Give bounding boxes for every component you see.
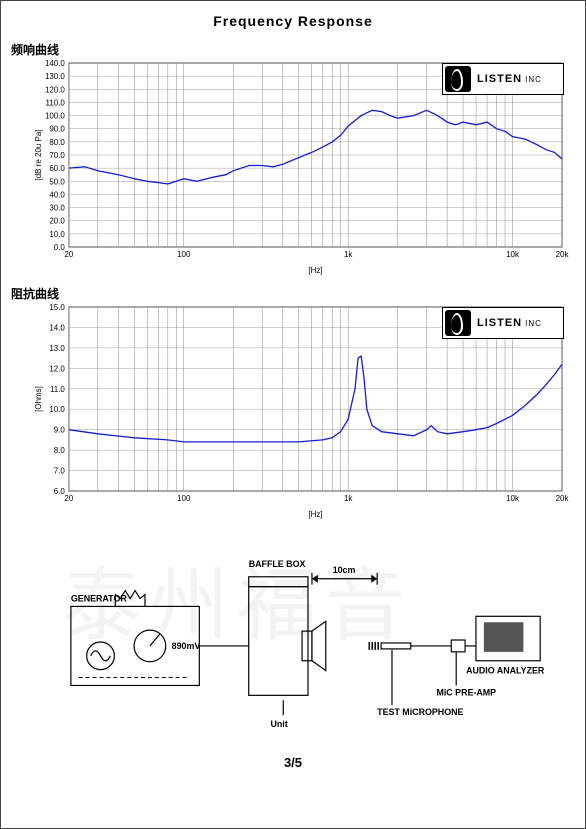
svg-text:[Hz]: [Hz] — [308, 266, 322, 275]
svg-text:Unit: Unit — [270, 719, 287, 729]
listen-logo-2: LISTEN INC — [442, 307, 564, 339]
svg-text:20.0: 20.0 — [49, 217, 65, 226]
svg-text:[dB re 20u Pa]: [dB re 20u Pa] — [34, 129, 43, 180]
chart1: 20 100 1k 10k 20k 0.0 10.0 20.0 30.0 40.0 50.0 60.0… — [31, 57, 570, 277]
svg-text:15.0: 15.0 — [49, 303, 65, 312]
svg-text:10k: 10k — [506, 494, 519, 503]
svg-text:BAFFLE BOX: BAFFLE BOX — [249, 559, 306, 569]
svg-text:120.0: 120.0 — [45, 85, 65, 94]
page-number: 3/5 — [1, 755, 585, 770]
svg-text:890mV: 890mV — [172, 641, 201, 651]
page: Frequency Response 泰州福音 频响曲线 201001k10k2… — [0, 0, 586, 829]
listen-logo-1: LISTEN INC — [442, 63, 564, 95]
svg-text:1k: 1k — [344, 250, 352, 259]
logo-suffix: INC — [525, 319, 542, 328]
svg-text:14.0: 14.0 — [49, 323, 65, 332]
svg-text:7.0: 7.0 — [54, 467, 66, 476]
ear-icon — [445, 66, 471, 92]
svg-text:12.0: 12.0 — [49, 364, 65, 373]
svg-text:60.0: 60.0 — [49, 164, 65, 173]
svg-text:100: 100 — [177, 494, 191, 503]
chart2-title: 阻抗曲线 — [11, 285, 59, 302]
svg-text:10.0: 10.0 — [49, 405, 65, 414]
svg-text:AUDIO ANALYZER: AUDIO ANALYZER — [466, 666, 545, 676]
test-setup-diagram: GENERATOR 890mV BAFFLE BOX Unit 10cm AUDIO AN… — [61, 546, 555, 736]
svg-text:1k: 1k — [344, 494, 352, 503]
logo-text: LISTEN — [477, 73, 522, 85]
chart2: 20 100 1k 10k 20k 6.0 7.0 8.0 9.0 10.0 11.0 12.0 13.… — [31, 301, 570, 521]
svg-text:10.0: 10.0 — [49, 230, 65, 239]
svg-text:20k: 20k — [556, 494, 569, 503]
svg-text:20: 20 — [64, 250, 73, 259]
svg-text:9.0: 9.0 — [54, 426, 66, 435]
logo-suffix: INC — [525, 75, 542, 84]
svg-text:8.0: 8.0 — [54, 446, 66, 455]
svg-text:100: 100 — [177, 250, 191, 259]
svg-text:70.0: 70.0 — [49, 151, 65, 160]
svg-text:140.0: 140.0 — [45, 59, 65, 68]
svg-text:10cm: 10cm — [333, 565, 356, 575]
svg-text:6.0: 6.0 — [54, 487, 66, 496]
svg-text:30.0: 30.0 — [49, 204, 65, 213]
svg-text:100.0: 100.0 — [45, 112, 65, 121]
svg-text:[Hz]: [Hz] — [308, 510, 322, 519]
svg-text:90.0: 90.0 — [49, 125, 65, 134]
page-title: Frequency Response — [1, 13, 585, 29]
svg-text:TEST MiCROPHONE: TEST MiCROPHONE — [377, 707, 463, 717]
svg-text:[Ohms]: [Ohms] — [34, 386, 43, 412]
svg-text:80.0: 80.0 — [49, 138, 65, 147]
svg-text:MiC PRE-AMP: MiC PRE-AMP — [436, 687, 496, 697]
chart1-title: 频响曲线 — [11, 41, 59, 58]
svg-text:50.0: 50.0 — [49, 177, 65, 186]
ear-icon — [445, 310, 471, 336]
logo-text: LISTEN — [477, 317, 522, 329]
svg-text:10k: 10k — [506, 250, 519, 259]
svg-text:20k: 20k — [556, 250, 569, 259]
svg-text:40.0: 40.0 — [49, 190, 65, 199]
svg-text:110.0: 110.0 — [46, 98, 66, 107]
svg-text:130.0: 130.0 — [45, 72, 65, 81]
svg-text:20: 20 — [64, 494, 73, 503]
svg-text:GENERATOR: GENERATOR — [71, 593, 127, 603]
svg-text:13.0: 13.0 — [49, 344, 65, 353]
svg-text:11.0: 11.0 — [50, 385, 65, 394]
svg-text:0.0: 0.0 — [54, 243, 66, 252]
